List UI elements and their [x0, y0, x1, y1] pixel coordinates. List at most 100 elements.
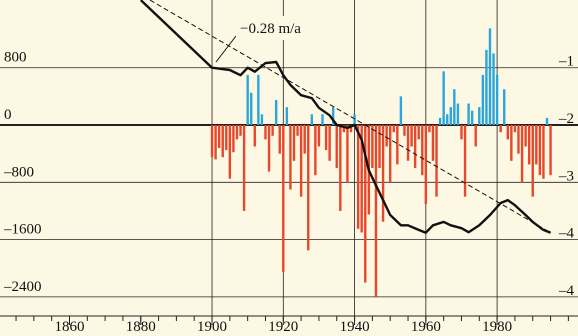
bar: [214, 125, 217, 160]
bar: [403, 125, 406, 136]
y2-tick-label: –4: [558, 226, 575, 242]
bar: [257, 74, 260, 126]
bar: [335, 125, 338, 168]
bar: [438, 117, 442, 126]
bar: [396, 125, 399, 165]
bar: [460, 125, 463, 140]
bar: [253, 125, 256, 147]
bar: [314, 125, 317, 176]
bar: [292, 125, 296, 161]
plot-area: [139, 0, 552, 297]
bar: [545, 117, 549, 126]
bar: [364, 125, 367, 283]
bar: [378, 125, 381, 168]
y2-tick-label: –2: [558, 111, 574, 127]
bar: [331, 107, 335, 126]
bar: [371, 125, 374, 168]
bar: [342, 125, 346, 133]
bar: [381, 125, 385, 222]
bar: [356, 125, 360, 229]
bar: [485, 49, 488, 126]
bar: [289, 125, 292, 190]
bar: [285, 107, 289, 126]
bar: [510, 125, 513, 161]
bar: [538, 125, 542, 176]
y-tick-label: –800: [3, 164, 34, 180]
bar: [463, 125, 467, 197]
bar: [299, 125, 303, 197]
y2-tick-label: –4: [558, 283, 575, 299]
bar: [517, 125, 520, 154]
bar: [346, 125, 349, 183]
bar: [446, 114, 449, 126]
bar: [307, 125, 310, 251]
bar: [535, 125, 538, 165]
bar: [417, 125, 420, 140]
bar: [385, 125, 388, 147]
cumulative-line: [139, 0, 552, 234]
bar: [542, 125, 545, 179]
bar: [527, 125, 531, 165]
bar: [470, 110, 474, 126]
bar: [225, 125, 228, 151]
bar: [274, 99, 278, 126]
bar: [353, 114, 356, 126]
bar: [360, 125, 363, 233]
x-tick-label: 1940: [340, 319, 370, 335]
annotation-leader: [215, 35, 237, 63]
bar: [549, 125, 552, 176]
bar: [296, 125, 299, 136]
bar: [324, 125, 328, 151]
bar: [503, 89, 506, 126]
bar: [250, 92, 253, 126]
bar: [513, 125, 517, 133]
bar: [524, 125, 527, 147]
bar: [271, 125, 274, 136]
bar: [467, 103, 470, 126]
bar: [317, 125, 321, 147]
trend-line: [149, 0, 551, 234]
bar: [399, 96, 403, 126]
bar: [413, 125, 417, 168]
bar: [339, 125, 342, 211]
bar: [531, 125, 534, 197]
x-tick-label: 1980: [482, 319, 512, 335]
bar: [321, 114, 324, 126]
bar: [221, 125, 224, 158]
bar: [435, 125, 438, 197]
bar: [478, 107, 481, 126]
bar: [282, 125, 285, 272]
bar: [428, 125, 431, 133]
bar: [246, 74, 249, 126]
x-tick-label: 1960: [411, 319, 441, 335]
bar: [374, 125, 378, 297]
bar: [499, 125, 502, 133]
bar: [349, 125, 353, 133]
bar: [421, 125, 424, 176]
bar: [260, 114, 264, 126]
bar: [264, 125, 267, 140]
bar: [424, 125, 428, 204]
y-tick-label: –2400: [3, 279, 42, 295]
bar: [453, 89, 456, 126]
bar: [449, 107, 452, 126]
bar: [410, 125, 413, 147]
x-tick-label: 1880: [126, 319, 156, 335]
bar: [242, 125, 246, 211]
bar: [488, 28, 492, 126]
bar: [267, 125, 271, 172]
bar: [431, 125, 435, 161]
bar: [278, 125, 281, 154]
x-tick-label: 1860: [54, 319, 84, 335]
bar: [474, 125, 477, 147]
y-tick-label: 800: [4, 50, 27, 66]
bar: [239, 125, 242, 136]
bar: [481, 74, 485, 126]
annotation: −0.28 m/a: [240, 21, 301, 37]
y2-tick-label: –1: [558, 54, 574, 70]
bar: [456, 103, 460, 126]
bar: [310, 114, 314, 126]
x-tick-label: 1920: [268, 319, 298, 335]
